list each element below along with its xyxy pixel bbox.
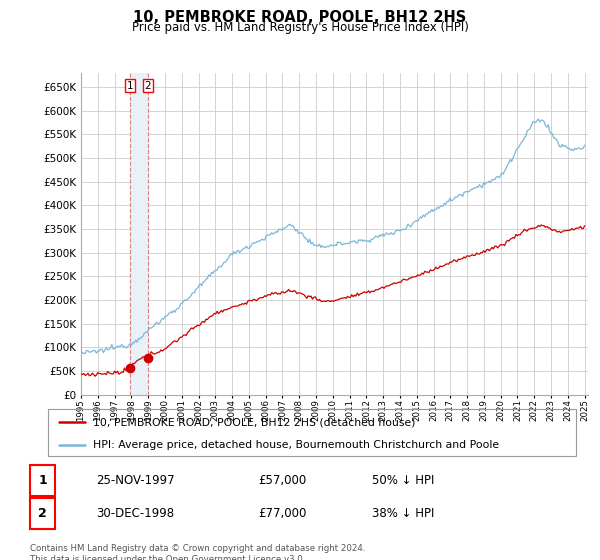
Text: HPI: Average price, detached house, Bournemouth Christchurch and Poole: HPI: Average price, detached house, Bour… xyxy=(93,440,499,450)
Text: 2: 2 xyxy=(145,81,151,91)
Text: Contains HM Land Registry data © Crown copyright and database right 2024.
This d: Contains HM Land Registry data © Crown c… xyxy=(30,544,365,560)
Text: Price paid vs. HM Land Registry's House Price Index (HPI): Price paid vs. HM Land Registry's House … xyxy=(131,21,469,34)
Text: 30-DEC-1998: 30-DEC-1998 xyxy=(96,507,174,520)
Text: 10, PEMBROKE ROAD, POOLE, BH12 2HS: 10, PEMBROKE ROAD, POOLE, BH12 2HS xyxy=(133,10,467,25)
Text: 1: 1 xyxy=(127,81,133,91)
Text: 25-NOV-1997: 25-NOV-1997 xyxy=(96,474,175,487)
Text: £77,000: £77,000 xyxy=(258,507,307,520)
Text: 10, PEMBROKE ROAD, POOLE, BH12 2HS (detached house): 10, PEMBROKE ROAD, POOLE, BH12 2HS (deta… xyxy=(93,417,415,427)
Text: £57,000: £57,000 xyxy=(258,474,306,487)
Bar xyxy=(130,73,148,395)
Text: 2: 2 xyxy=(38,507,47,520)
Text: 50% ↓ HPI: 50% ↓ HPI xyxy=(372,474,434,487)
Text: 1: 1 xyxy=(38,474,47,487)
Text: 38% ↓ HPI: 38% ↓ HPI xyxy=(372,507,434,520)
